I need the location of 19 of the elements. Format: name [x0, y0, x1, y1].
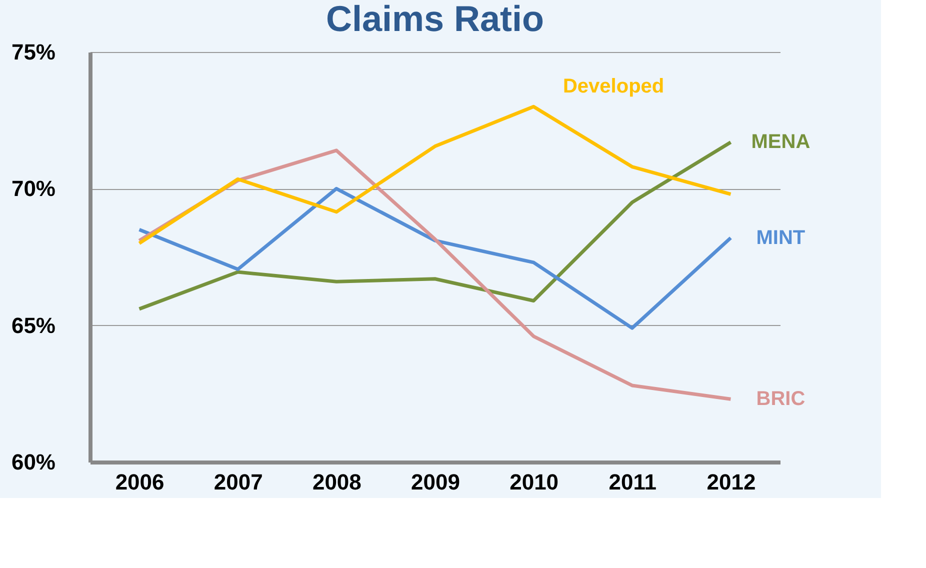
line-series: [138, 186, 732, 330]
x-tick-label: 2007: [214, 470, 263, 494]
series-label: BRIC: [756, 388, 806, 410]
x-tick-label: 2009: [411, 470, 460, 494]
x-tick-label: 2010: [510, 470, 559, 494]
y-tick-label: 75%: [11, 40, 56, 64]
line-series: [138, 104, 732, 246]
x-tick-label: 2006: [115, 470, 164, 494]
line-series: [138, 140, 732, 311]
y-tick-label: 65%: [11, 312, 56, 338]
series-label: Developed: [562, 76, 664, 98]
x-tick-label: 2008: [312, 470, 362, 494]
y-tick-label: 60%: [11, 450, 56, 474]
series-label: MENA: [751, 131, 810, 154]
y-tick-label: 70%: [11, 176, 56, 202]
x-tick-label: 2012: [706, 470, 756, 494]
x-tick-label: 2011: [608, 470, 657, 494]
chart-title: Claims Ratio: [326, 0, 544, 39]
series-label: MINT: [756, 226, 806, 249]
